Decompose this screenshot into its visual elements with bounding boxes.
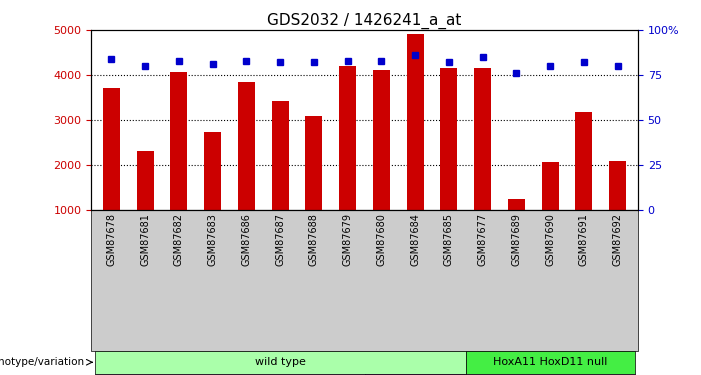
Bar — [508, 199, 525, 210]
Bar — [609, 161, 626, 210]
Text: HoxA11 HoxD11 null: HoxA11 HoxD11 null — [493, 357, 607, 367]
Title: GDS2032 / 1426241_a_at: GDS2032 / 1426241_a_at — [267, 12, 462, 28]
Text: wild type: wild type — [254, 357, 306, 367]
Text: genotype/variation: genotype/variation — [0, 357, 84, 367]
Bar — [339, 66, 356, 210]
Bar — [137, 151, 154, 210]
Bar — [373, 70, 390, 210]
Bar — [272, 101, 289, 210]
Bar — [103, 88, 120, 210]
Bar — [474, 68, 491, 210]
Bar — [542, 162, 559, 210]
Bar — [440, 68, 457, 210]
Bar — [407, 34, 423, 210]
Bar — [306, 116, 322, 210]
Bar — [238, 82, 255, 210]
Bar — [204, 132, 221, 210]
Bar — [170, 72, 187, 210]
Bar — [576, 112, 592, 210]
